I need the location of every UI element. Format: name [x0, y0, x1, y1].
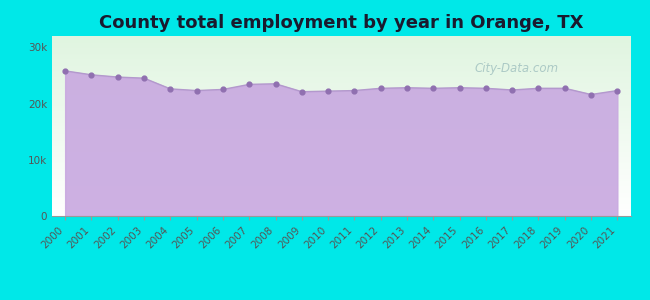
Point — [296, 89, 307, 94]
Point — [218, 87, 228, 92]
Point — [270, 81, 281, 86]
Point — [586, 92, 596, 97]
Point — [60, 68, 70, 73]
Point — [349, 88, 359, 93]
Point — [86, 72, 97, 77]
Point — [112, 75, 123, 80]
Point — [165, 86, 176, 91]
Point — [507, 88, 517, 92]
Point — [612, 88, 623, 93]
Point — [191, 88, 202, 93]
Point — [139, 76, 150, 81]
Point — [454, 85, 465, 90]
Title: County total employment by year in Orange, TX: County total employment by year in Orang… — [99, 14, 584, 32]
Point — [376, 86, 386, 91]
Point — [560, 86, 570, 91]
Point — [323, 89, 333, 94]
Point — [533, 86, 543, 91]
Text: City-Data.com: City-Data.com — [474, 62, 558, 75]
Point — [402, 85, 412, 90]
Point — [481, 86, 491, 91]
Point — [428, 86, 439, 91]
Point — [244, 82, 254, 87]
